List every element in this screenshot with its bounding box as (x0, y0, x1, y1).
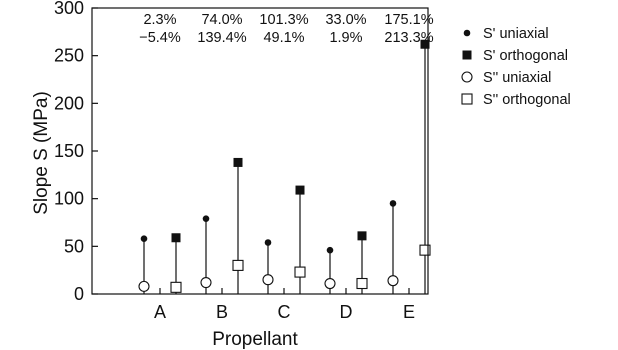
legend-marker (461, 93, 473, 105)
y-tick-label: 300 (54, 0, 84, 18)
axes: 0 50 100 150 200 250 300 A B C D E (54, 0, 429, 322)
legend-label: S'' uniaxial (483, 70, 551, 86)
point-filled-circle (264, 239, 272, 246)
point-filled-square (420, 39, 430, 49)
y-axis-title: Slope S (MPa) (31, 91, 52, 215)
legend-label: S'' orthogonal (483, 92, 571, 108)
point-filled-circle (140, 235, 148, 243)
x-tick-label: D (340, 302, 353, 322)
y-tick-label: 0 (74, 284, 84, 304)
x-tick-label: E (403, 302, 415, 322)
annotation-row1: 101.3% (259, 12, 308, 28)
point-open-square (294, 266, 306, 278)
point-filled-circle (202, 215, 210, 222)
plot-frame (91, 7, 429, 295)
point-open-circle (324, 277, 336, 290)
legend: S' uniaxial S' orthogonal S'' uniaxial S'' … (461, 26, 571, 108)
point-open-circle (262, 274, 274, 286)
point-open-circle (138, 280, 150, 292)
annotation-row1: 74.0% (201, 12, 242, 28)
annotation-row1: 33.0% (325, 12, 366, 28)
y-tick-label: 50 (64, 236, 84, 256)
point-open-square (170, 281, 182, 293)
y-tick-label: 250 (54, 46, 84, 66)
annotation-row1: 2.3% (143, 12, 176, 28)
legend-label: S' orthogonal (483, 48, 568, 64)
x-tick-label: B (216, 302, 228, 322)
point-filled-square (357, 231, 367, 241)
plot-area (138, 39, 431, 294)
annotation-row2: −5.4% (139, 30, 181, 46)
y-tick-label: 150 (54, 141, 84, 161)
legend-marker (462, 50, 472, 60)
legend-label: S' uniaxial (483, 26, 549, 42)
point-filled-circle (326, 246, 334, 254)
y-tick-label: 100 (54, 189, 84, 209)
point-filled-square (233, 157, 243, 167)
annotation-row2: 213.3% (384, 30, 433, 46)
legend-marker (463, 29, 471, 37)
annotation-row2: 49.1% (263, 30, 304, 46)
x-tick-label: A (154, 302, 166, 322)
y-tick-label: 200 (54, 93, 84, 113)
annotation-row2: 139.4% (197, 30, 246, 46)
point-open-circle (387, 275, 399, 287)
annotation-row2: 1.9% (329, 30, 362, 46)
point-open-square (419, 244, 431, 256)
legend-marker (461, 71, 473, 83)
point-open-square (232, 259, 244, 271)
point-filled-square (171, 233, 181, 243)
point-filled-circle (389, 200, 397, 207)
x-tick-label: C (278, 302, 291, 322)
x-axis-title: Propellant (212, 329, 298, 350)
point-open-circle (200, 277, 212, 289)
point-filled-square (295, 185, 305, 195)
percentage-annotations: 2.3% 74.0% 101.3% 33.0% 175.1% −5.4% 139.4% 49.… (139, 12, 433, 46)
point-open-square (356, 277, 368, 290)
annotation-row1: 175.1% (384, 12, 433, 28)
